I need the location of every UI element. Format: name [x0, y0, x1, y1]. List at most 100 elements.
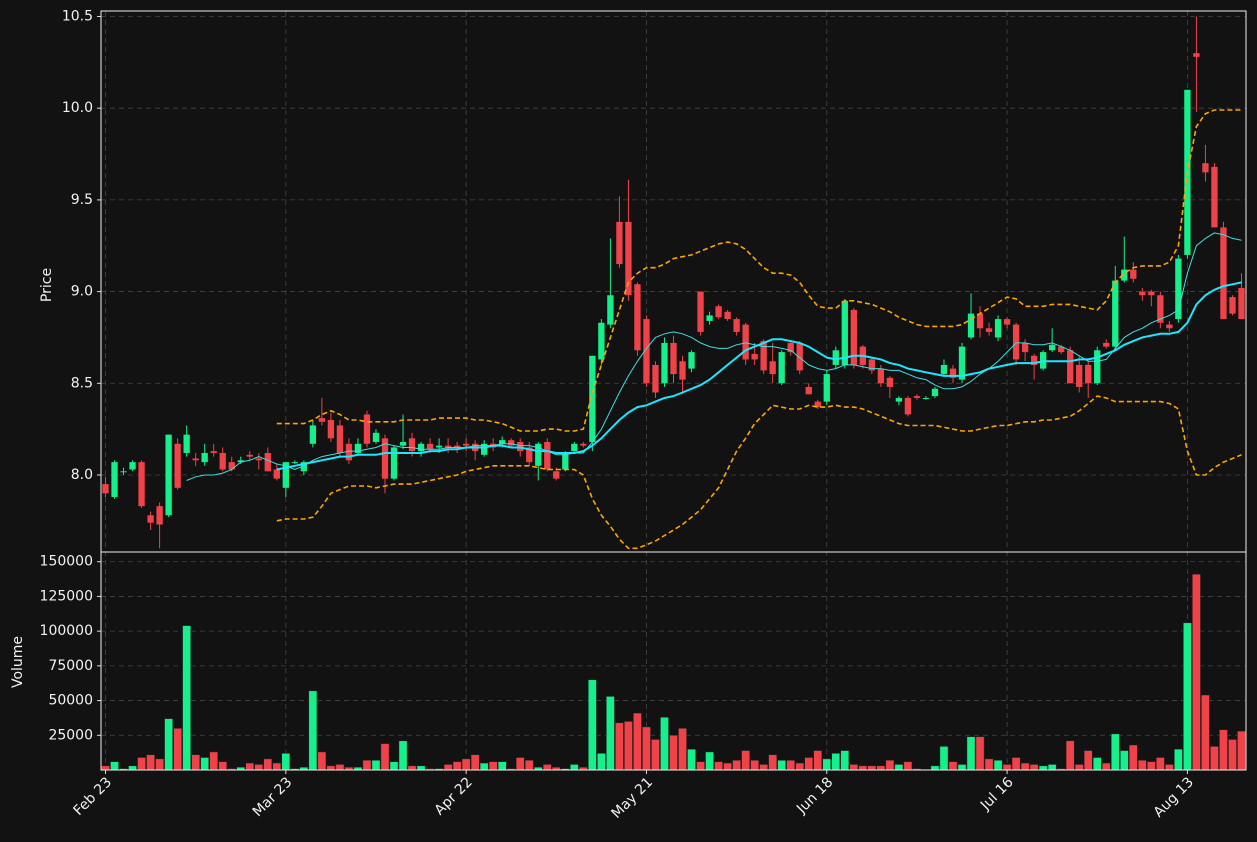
- candle-body: [1121, 269, 1128, 281]
- volume-frame: [100, 551, 1247, 771]
- candle-body: [1103, 342, 1110, 347]
- volume-bar: [705, 751, 714, 771]
- volume-bar: [218, 761, 228, 771]
- y-tick-label: 8.5: [71, 375, 93, 391]
- candle-body: [625, 221, 632, 296]
- candle-body: [291, 462, 298, 464]
- volume-bar: [146, 754, 155, 771]
- candle-body: [895, 397, 903, 402]
- candle-body: [399, 441, 407, 446]
- volume-bar: [831, 753, 841, 771]
- volume-bar: [849, 764, 859, 771]
- volume-bar: [182, 625, 191, 771]
- volume-bar: [497, 761, 507, 771]
- volume-bar: [939, 746, 949, 771]
- candle-body: [607, 295, 614, 325]
- volume-bar: [966, 736, 976, 771]
- volume-bar: [597, 753, 606, 771]
- candle-body: [1139, 291, 1146, 296]
- y-tick-label: 25000: [48, 727, 93, 743]
- candle-body: [273, 469, 280, 479]
- candle-body: [742, 324, 749, 360]
- candle-body: [841, 300, 848, 365]
- candle-body: [1030, 355, 1038, 365]
- candle-body: [129, 462, 136, 470]
- candle-body: [1211, 166, 1218, 228]
- candle-body: [1193, 53, 1200, 57]
- candle-body: [967, 313, 975, 338]
- candle-body: [1130, 269, 1137, 279]
- candle-body: [589, 355, 596, 442]
- volume-bar: [642, 726, 651, 771]
- candle-body: [697, 291, 704, 332]
- candle-body: [868, 359, 876, 371]
- candle-body: [1003, 319, 1011, 325]
- volume-bar: [326, 765, 336, 771]
- candle-body: [751, 353, 758, 360]
- candle-body: [219, 452, 226, 470]
- volume-bar: [515, 757, 525, 771]
- volume-bar: [615, 722, 624, 771]
- volume-bar: [137, 757, 146, 771]
- volume-bar: [1047, 764, 1057, 771]
- volume-bar: [948, 761, 958, 771]
- volume-bar: [1119, 750, 1129, 771]
- volume-bar: [750, 760, 759, 771]
- volume-axis-label: Volume: [10, 636, 26, 688]
- candle-body: [670, 342, 677, 375]
- y-tick-label: 9.5: [71, 192, 93, 208]
- volume-bar: [1038, 765, 1048, 771]
- candle-body: [210, 451, 217, 453]
- volume-bar: [678, 728, 687, 771]
- volume-bar: [1110, 733, 1120, 771]
- volume-bar: [1002, 764, 1012, 771]
- volume-bar: [894, 764, 904, 771]
- volume-bar: [813, 750, 823, 771]
- candle-body: [634, 284, 641, 351]
- volume-bar: [588, 679, 597, 771]
- y-tick-label: 9.0: [71, 284, 93, 300]
- volume-bar: [1128, 744, 1138, 771]
- volume-bar: [1074, 764, 1084, 771]
- candle-body: [183, 434, 190, 453]
- volume-bar: [723, 762, 732, 771]
- candle-body: [1085, 364, 1092, 384]
- volume-bar: [263, 758, 273, 771]
- volume-bar: [1228, 739, 1237, 771]
- volume-bar: [1174, 748, 1183, 771]
- volume-bar: [804, 757, 814, 771]
- candle-body: [796, 342, 803, 371]
- volume-bar: [651, 739, 660, 771]
- candle-body: [174, 443, 181, 488]
- candle-body: [733, 319, 740, 332]
- candle-body: [652, 364, 659, 393]
- volume-bar: [1083, 750, 1093, 771]
- volume-bar: [308, 690, 318, 771]
- y-tick-label: 10.5: [62, 9, 93, 25]
- candle-body: [877, 368, 885, 384]
- volume-bar: [371, 760, 381, 771]
- candle-body: [237, 460, 244, 463]
- candle-body: [688, 352, 695, 369]
- candle-body: [1112, 280, 1119, 347]
- candle-body: [508, 440, 515, 446]
- volume-bar: [696, 761, 705, 771]
- candle-body: [255, 458, 262, 461]
- candle-body: [264, 452, 271, 472]
- candle-body: [787, 342, 794, 353]
- candle-body: [444, 445, 452, 448]
- candle-body: [372, 432, 380, 442]
- candle-body: [363, 414, 371, 444]
- candle-body: [201, 452, 208, 463]
- candle-body: [976, 313, 984, 329]
- volume-bar: [281, 753, 291, 771]
- overlay-line: [276, 109, 1242, 432]
- candle-body: [904, 397, 912, 415]
- candle-body: [228, 462, 235, 470]
- volume-bar: [759, 764, 768, 771]
- candle-body: [553, 471, 560, 479]
- volume-bar: [380, 743, 390, 771]
- candle-body: [435, 445, 443, 448]
- volume-bar: [1101, 762, 1111, 771]
